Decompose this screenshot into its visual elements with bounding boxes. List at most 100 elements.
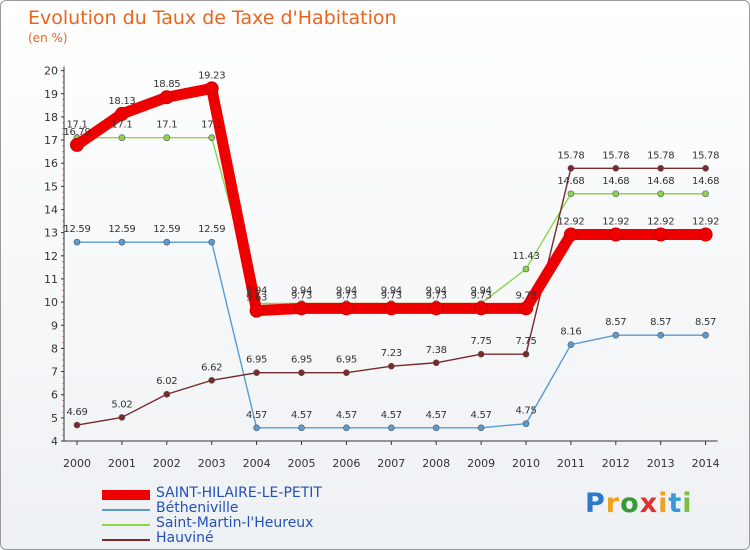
data-point-hauvine [253,369,260,377]
data-point-hauvine [387,362,395,370]
data-point-betheniville [567,341,575,348]
y-tick-label: 10 [44,296,58,309]
data-point-saint-hilaire-le-petit [70,137,84,152]
data-point-saint-martin-l-heureux [118,134,126,142]
y-tick-label: 18 [44,111,58,124]
data-point-saint-hilaire-le-petit [698,227,713,242]
data-point-saint-martin-l-heureux [657,190,665,198]
data-point-betheniville [163,238,171,246]
x-tick-label: 2003 [198,457,226,470]
chart-title: Evolution du Taux de Taxe d'Habitation [28,7,397,29]
data-label-saint-hilaire-le-petit: 16.79 [63,127,90,138]
x-tick-label: 2006 [332,457,360,470]
data-point-saint-hilaire-le-petit [249,303,264,318]
x-tick-label: 2000 [63,457,91,470]
data-label-betheniville: 12.59 [153,224,180,235]
y-tick-label: 5 [51,412,58,425]
data-point-saint-hilaire-le-petit [563,227,578,242]
data-label-saint-martin-l-heureux: 9.94 [336,285,357,296]
data-label-saint-hilaire-le-petit: 12.92 [602,217,629,228]
data-label-hauvine: 5.02 [111,399,132,410]
data-point-hauvine [73,421,81,429]
data-point-hauvine [118,414,126,421]
logo-letter: r [605,488,621,519]
data-label-saint-martin-l-heureux: 9.94 [291,285,312,296]
x-tick-label: 2004 [243,457,271,470]
chart-subtitle: (en %) [28,31,68,45]
y-tick-label: 17 [44,134,58,147]
data-label-saint-hilaire-le-petit: 9.73 [426,290,447,301]
data-label-saint-martin-l-heureux: 14.68 [557,176,584,187]
data-label-betheniville: 4.57 [426,410,447,421]
data-label-saint-hilaire-le-petit: 9.73 [515,290,536,301]
data-point-betheniville [702,331,709,339]
data-label-betheniville: 8.57 [650,317,671,328]
data-label-saint-hilaire-le-petit: 12.92 [647,217,674,228]
data-label-hauvine: 6.95 [336,355,357,366]
data-label-betheniville: 8.16 [560,327,581,338]
data-label-saint-martin-l-heureux: 14.68 [692,176,719,187]
y-tick-label: 12 [44,250,58,263]
data-label-betheniville: 12.59 [63,224,90,235]
data-point-saint-hilaire-le-petit [114,106,129,121]
data-label-betheniville: 8.57 [605,317,626,328]
data-label-hauvine: 15.78 [647,150,674,161]
data-point-betheniville [253,424,260,432]
data-label-saint-hilaire-le-petit: 9.73 [381,290,402,301]
data-point-saint-martin-l-heureux [702,190,709,198]
legend-label: SAINT-HILAIRE-LE-PETIT [156,485,322,501]
data-label-saint-hilaire-le-petit: 9.73 [336,290,357,301]
x-tick-label: 2001 [108,457,136,470]
data-point-hauvine [477,350,485,358]
y-tick-label: 6 [51,389,58,402]
y-tick-label: 19 [44,88,58,101]
x-tick-label: 2009 [467,457,495,470]
data-label-saint-hilaire-le-petit: 12.92 [692,217,719,228]
data-label-saint-hilaire-le-petit: 12.92 [557,217,584,228]
data-point-betheniville [73,238,81,246]
data-label-saint-martin-l-heureux: 9.94 [426,285,447,296]
y-tick-label: 20 [44,65,58,78]
data-label-hauvine: 7.75 [471,336,492,347]
y-tick-label: 14 [44,204,58,217]
data-point-hauvine [208,377,215,384]
x-tick-label: 2008 [422,457,450,470]
legend-swatch [102,490,150,500]
data-label-saint-hilaire-le-petit: 18.85 [153,79,180,90]
data-point-hauvine [657,164,665,172]
data-point-saint-martin-l-heureux [208,134,215,142]
data-point-hauvine [567,164,575,172]
data-label-hauvine: 7.38 [426,345,447,356]
data-point-betheniville [477,424,485,432]
data-label-hauvine: 15.78 [602,150,629,161]
data-label-hauvine: 7.23 [381,348,402,359]
y-tick-label: 11 [44,273,58,286]
x-tick-label: 2012 [602,457,630,470]
data-point-saint-hilaire-le-petit [519,301,533,316]
data-point-saint-hilaire-le-petit [474,301,489,316]
data-point-saint-hilaire-le-petit [384,301,399,316]
data-label-saint-hilaire-le-petit: 18.13 [108,96,135,107]
logo-letter: x [639,488,659,519]
data-point-saint-hilaire-le-petit [653,227,668,242]
x-tick-label: 2005 [288,457,316,470]
data-point-hauvine [702,164,709,172]
data-label-saint-martin-l-heureux: 9.94 [246,285,267,296]
legend-swatch [102,509,150,511]
data-label-saint-martin-l-heureux: 11.43 [512,251,539,262]
data-point-hauvine [343,369,350,377]
data-label-saint-martin-l-heureux: 9.94 [381,285,402,296]
data-point-betheniville [657,331,665,339]
data-label-betheniville: 4.57 [336,410,357,421]
proxiti-logo: Proxiti [585,488,693,519]
logo-letter: i [682,488,693,519]
y-tick-label: 4 [51,435,58,448]
y-tick-label: 15 [44,180,58,193]
logo-letter: o [620,488,640,519]
data-label-hauvine: 6.95 [291,355,312,366]
data-point-hauvine [163,390,171,398]
data-label-saint-martin-l-heureux: 17.1 [156,120,177,131]
data-label-betheniville: 4.75 [515,406,536,417]
data-label-saint-martin-l-heureux: 9.94 [471,285,492,296]
